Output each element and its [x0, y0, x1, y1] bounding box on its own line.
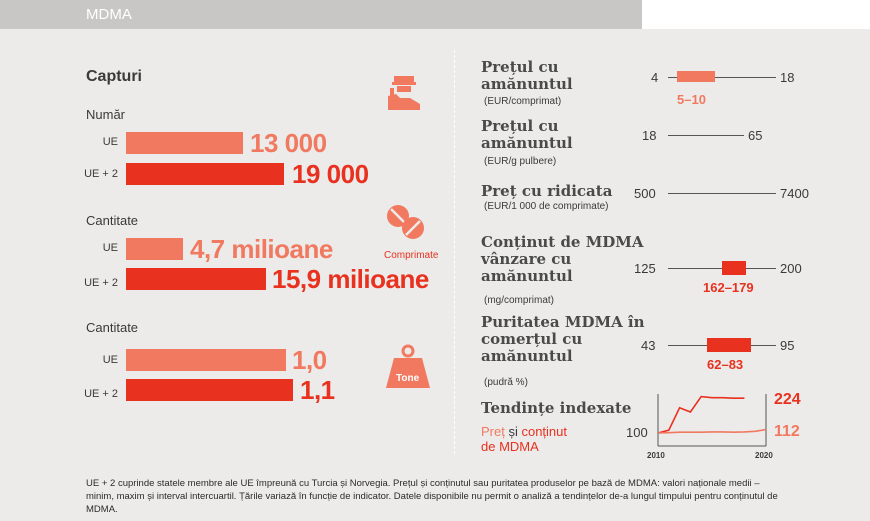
indicator-unit: (EUR/g pulbere) — [484, 156, 557, 167]
pills-icon-label: Comprimate — [384, 250, 439, 261]
indicator-max: 18 — [780, 70, 795, 85]
indicator-title-price-powder: Prețul cu amănuntul — [481, 117, 573, 152]
indicator-max: 95 — [780, 338, 795, 353]
iqr-box — [707, 338, 751, 352]
value-number-eu2: 19 000 — [292, 159, 369, 189]
bar-number-eu — [126, 132, 243, 154]
indicator-min: 18 — [642, 128, 657, 143]
indicator-unit: (pudră %) — [484, 377, 528, 388]
x-tick-label: 2020 — [755, 451, 773, 460]
range-line — [668, 135, 744, 136]
indicator-unit: (EUR/1 000 de comprimate) — [484, 201, 609, 212]
iqr-box — [677, 71, 715, 82]
pills-icon — [387, 205, 424, 239]
row-label-eu2: UE + 2 — [84, 168, 118, 180]
iqr-label: 162–179 — [703, 280, 754, 295]
indicator-max: 7400 — [780, 186, 809, 201]
value-pills-eu: 4,7 milioane — [190, 234, 333, 264]
series-line-1 — [657, 428, 767, 434]
page-title: MDMA — [86, 6, 132, 23]
row-label-eu: UE — [102, 354, 118, 366]
indicator-title-wholesale: Preț cu ridicata — [481, 182, 613, 200]
police-officer-icon — [388, 76, 420, 110]
seizures-title: Capturi — [86, 68, 142, 85]
iqr-box — [722, 261, 746, 275]
indicator-min: 125 — [634, 261, 656, 276]
x-tick-label: 2010 — [647, 451, 665, 460]
indicator-min: 43 — [641, 338, 656, 353]
series-line-0 — [657, 395, 745, 434]
row-label-eu: UE — [102, 242, 118, 254]
group-title-number: Număr — [86, 107, 126, 122]
end-label-content: 224 — [774, 391, 801, 408]
row-label-eu: UE — [102, 136, 118, 148]
legend-line2: de MDMA — [481, 439, 539, 454]
indicator-max: 200 — [780, 261, 802, 276]
legend-and: și — [504, 424, 522, 439]
indicator-title-content: Conținut de MDMA vânzare cu amănuntul — [481, 233, 644, 285]
bar-tonnes-eu2 — [126, 379, 293, 401]
indicator-min: 4 — [651, 70, 659, 85]
group-title-quantity-tonnes: Cantitate — [86, 320, 139, 335]
indicator-unit: (EUR/comprimat) — [484, 96, 562, 107]
bar-pills-eu2 — [126, 268, 266, 290]
range-line — [668, 77, 776, 78]
bar-tonnes-eu — [126, 349, 286, 371]
indicator-title-purity: Puritatea MDMA în comerțul cu amănuntul — [481, 313, 645, 365]
indicator-max: 65 — [748, 128, 763, 143]
end-label-price: 112 — [774, 423, 800, 440]
iqr-label: 62–83 — [707, 357, 744, 372]
bar-number-eu2 — [126, 163, 284, 185]
value-tonnes-eu2: 1,1 — [300, 375, 335, 405]
header-bar — [0, 0, 642, 29]
iqr-label: 5–10 — [677, 92, 706, 107]
range-line — [668, 193, 776, 194]
trends-title: Tendințe indexate — [481, 399, 632, 417]
y-start-label: 100 — [626, 425, 648, 440]
weight-icon-label: Tone — [396, 373, 420, 384]
value-pills-eu2: 15,9 milioane — [272, 264, 429, 294]
value-tonnes-eu: 1,0 — [292, 345, 327, 375]
value-number-eu: 13 000 — [250, 128, 327, 158]
trends-legend: Preț și conținut de MDMA — [481, 424, 601, 454]
bar-pills-eu — [126, 238, 183, 260]
trends-chart: 100 2010 2020 224 112 — [626, 391, 801, 460]
legend-price: Preț — [481, 424, 505, 439]
section-divider — [454, 50, 455, 454]
footnote: UE + 2 cuprinde statele membre ale UE îm… — [86, 478, 778, 515]
indicator-min: 500 — [634, 186, 656, 201]
row-label-eu2: UE + 2 — [84, 388, 118, 400]
weight-icon — [386, 344, 430, 388]
header-bar-blank — [642, 0, 870, 29]
indicator-unit: (mg/comprimat) — [484, 295, 555, 306]
indicator-title-price-tablet: Prețul cu amănuntul — [481, 58, 573, 93]
legend-content: conținut — [521, 424, 568, 439]
group-title-quantity-pills: Cantitate — [86, 213, 139, 228]
row-label-eu2: UE + 2 — [84, 277, 118, 289]
